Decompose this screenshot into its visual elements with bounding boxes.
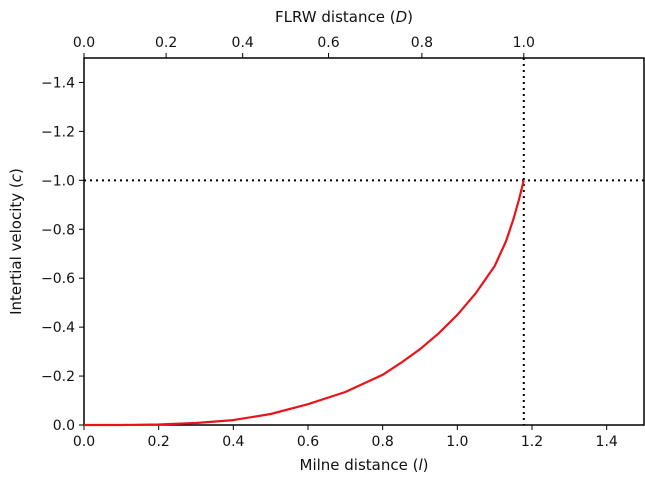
y-tick-label: −0.8: [41, 222, 75, 238]
x-tick-label: 0.2: [148, 434, 170, 450]
velocity-curve: [84, 180, 525, 427]
y-tick-label: −1.0: [41, 173, 75, 189]
x-tick-label: 1.0: [446, 434, 468, 450]
x-tick-label: 0.4: [222, 434, 244, 450]
top-tick-label: 0.0: [73, 35, 95, 51]
top-axis-title: FLRW distance (D): [275, 8, 413, 26]
plot-frame: [83, 57, 645, 426]
top-tick-label: 0.4: [232, 35, 254, 51]
x-tick-label: 1.4: [596, 434, 618, 450]
x-axis-title: Milne distance (l): [300, 456, 429, 474]
y-tick-label: −0.4: [41, 320, 75, 336]
x-tick-label: 0.8: [372, 434, 394, 450]
x-tick-label: 1.2: [521, 434, 543, 450]
x-tick-label: 0.6: [297, 434, 319, 450]
y-tick-label: −0.6: [41, 271, 75, 287]
y-tick-label: −0.2: [41, 369, 75, 385]
top-tick-label: 0.2: [155, 35, 177, 51]
y-axis-title: Intertial velocity (c): [7, 168, 25, 315]
y-tick-label: −1.4: [41, 75, 75, 91]
y-tick-label: −1.2: [41, 124, 75, 140]
x-tick-label: 0.0: [73, 434, 95, 450]
top-tick-label: 0.8: [411, 35, 433, 51]
y-tick-label: 0.0: [53, 418, 75, 434]
top-tick-label: 1.0: [513, 35, 535, 51]
top-tick-label: 0.6: [317, 35, 339, 51]
